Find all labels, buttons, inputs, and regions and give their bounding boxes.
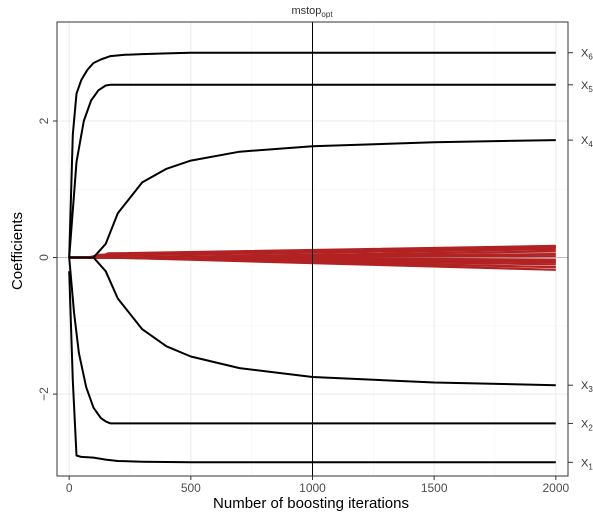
- x-axis-title: Number of boosting iterations: [213, 495, 409, 512]
- coefficient-path-x2: [68, 257, 556, 425]
- coefficient-path-x4: [69, 139, 556, 259]
- mstop-label-sub: opt: [321, 10, 333, 19]
- mstop-label-main: mstop: [291, 5, 321, 17]
- series-label-x2: X2: [581, 418, 593, 432]
- series-label-x6: X6: [581, 48, 593, 62]
- plot-panel: [56, 21, 569, 477]
- series-label-x5: X5: [581, 80, 593, 94]
- mstop-opt-label: mstopopt: [291, 5, 333, 19]
- coefficient-path-x6: [68, 51, 556, 258]
- series-label-x4: X4: [581, 135, 593, 149]
- y-axis-title: Coefficients: [9, 212, 26, 290]
- coefficient-path-x5: [68, 83, 556, 258]
- x-tick-label: 1500: [421, 481, 448, 495]
- coefficient-path-x1: [68, 271, 556, 464]
- y-tick-label: 2: [37, 117, 51, 124]
- y-axis: −2 0 2: [37, 117, 57, 401]
- series-label-x3: X3: [581, 380, 593, 394]
- coefficient-path-x3: [69, 256, 556, 387]
- x-tick-label: 2000: [542, 481, 569, 495]
- x-tick-label: 500: [181, 481, 201, 495]
- x-tick-label: 0: [66, 481, 73, 495]
- series-label-x1: X1: [581, 457, 593, 471]
- x-axis: 0 500 1000 1500 2000: [66, 476, 570, 495]
- y-tick-label: −2: [37, 387, 51, 401]
- x-tick-label: 1000: [299, 481, 326, 495]
- series-labels: X6 X5 X4 X3 X2 X1: [568, 48, 593, 471]
- y-tick-label: 0: [37, 254, 51, 261]
